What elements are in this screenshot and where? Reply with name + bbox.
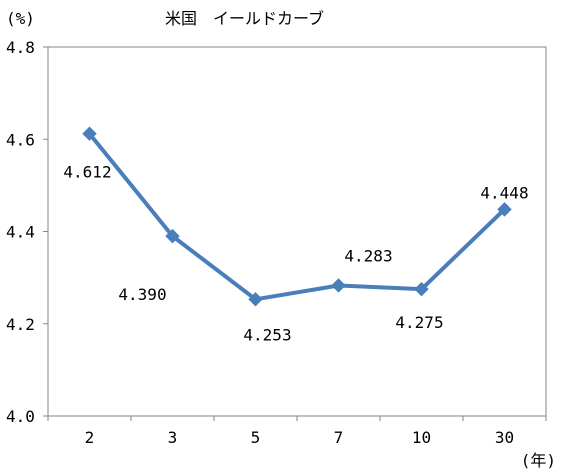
x-tick-label: 3 bbox=[168, 428, 178, 447]
data-label: 4.390 bbox=[118, 285, 166, 304]
data-point-marker bbox=[165, 228, 180, 244]
x-tick-label: 30 bbox=[495, 428, 514, 447]
x-tick-label: 2 bbox=[85, 428, 95, 447]
y-tick-label: 4.0 bbox=[6, 407, 35, 426]
x-tick-label: 5 bbox=[251, 428, 261, 447]
x-tick-label: 10 bbox=[412, 428, 431, 447]
series-line bbox=[87, 132, 506, 302]
x-tick-label: 7 bbox=[334, 428, 344, 447]
data-label: 4.612 bbox=[63, 163, 111, 182]
data-label: 4.275 bbox=[395, 313, 443, 332]
y-axis-unit: (%) bbox=[6, 9, 35, 28]
y-axis: 4.0 4.2 4.4 4.6 4.8 bbox=[6, 38, 48, 426]
series-yield bbox=[82, 126, 512, 307]
data-label: 4.448 bbox=[480, 183, 528, 202]
y-tick-label: 4.4 bbox=[6, 223, 35, 242]
x-axis-unit: (年) bbox=[521, 451, 556, 470]
data-label: 4.253 bbox=[243, 325, 291, 344]
data-point-marker bbox=[331, 278, 346, 293]
data-point-marker bbox=[248, 292, 263, 307]
data-point-marker bbox=[82, 126, 97, 141]
x-axis: 2 3 5 7 10 30 bbox=[47, 416, 547, 447]
y-tick-label: 4.6 bbox=[6, 130, 35, 149]
y-tick-label: 4.2 bbox=[6, 315, 35, 334]
data-point-marker bbox=[414, 281, 429, 297]
data-label: 4.283 bbox=[344, 246, 392, 265]
data-point-marker bbox=[497, 202, 512, 217]
data-labels: 4.612 4.390 4.253 4.283 4.275 4.448 bbox=[63, 163, 528, 345]
plot-area-frame bbox=[47, 46, 547, 417]
y-tick-label: 4.8 bbox=[6, 38, 35, 57]
chart-title: 米国 イールドカーブ bbox=[165, 9, 324, 28]
